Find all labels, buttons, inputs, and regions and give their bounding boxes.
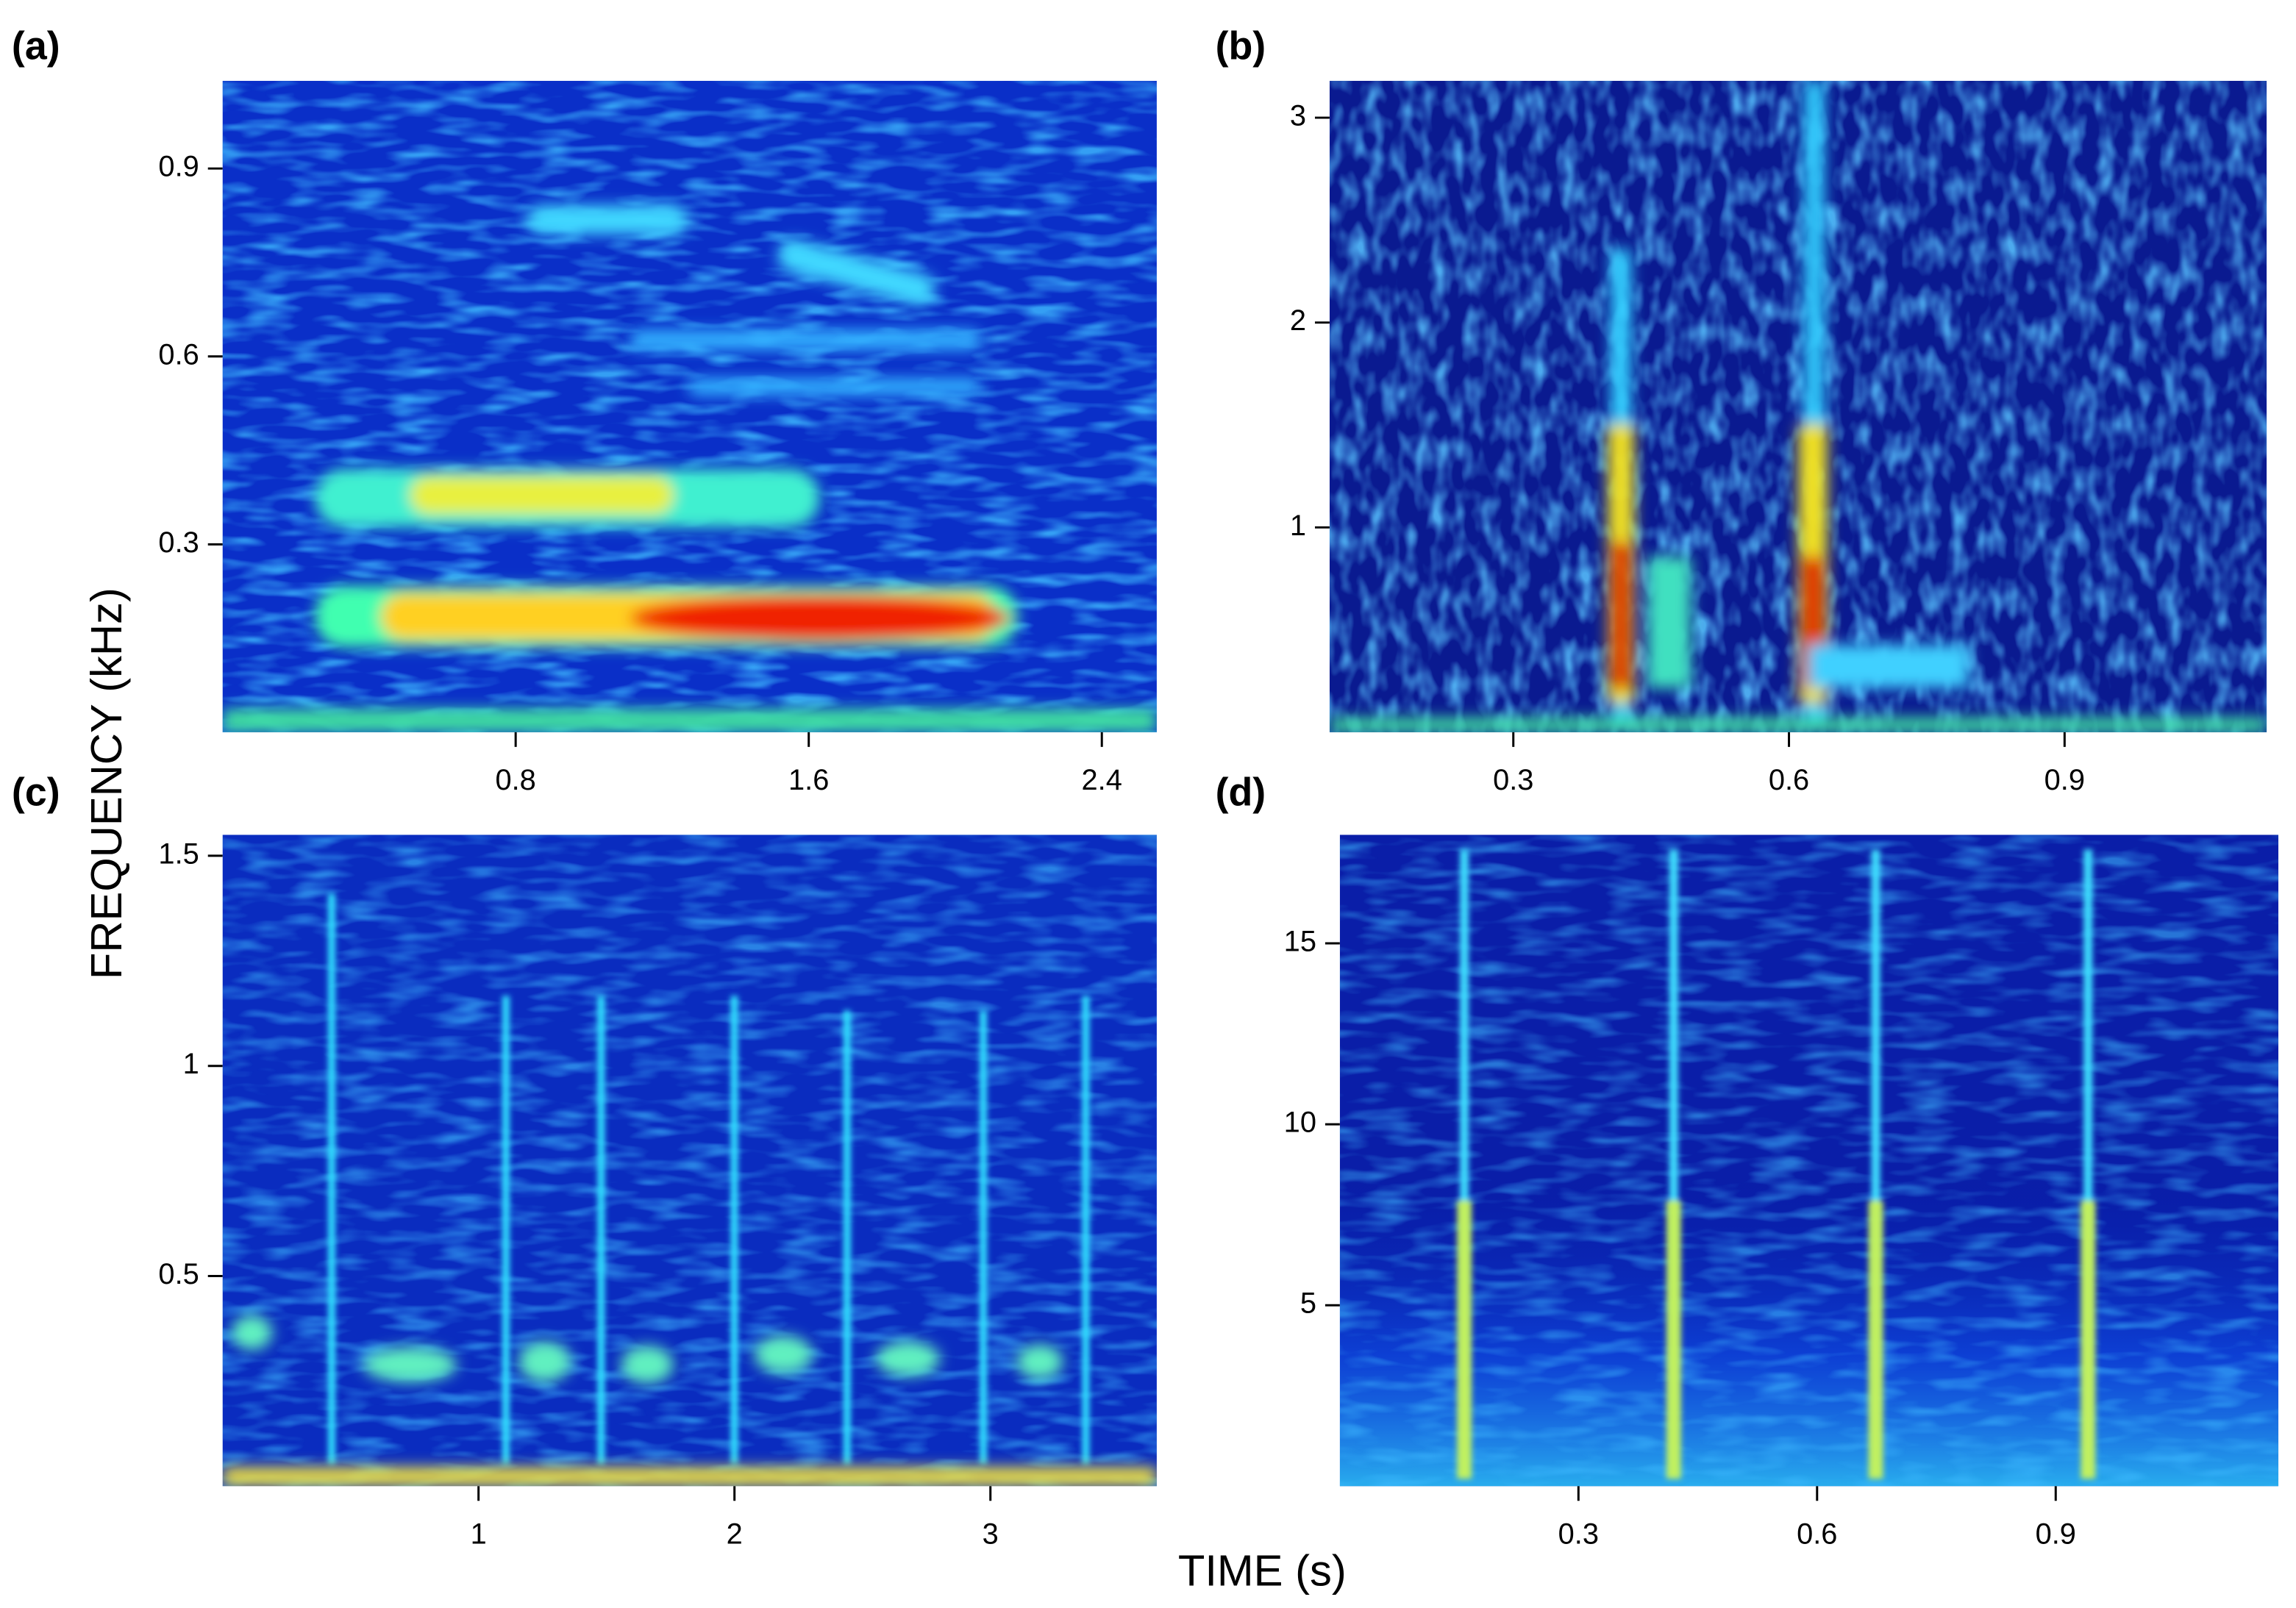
spectrogram-a [222,80,1157,732]
y-tick-label: 3 [1290,100,1306,132]
x-tick-label: 1.6 [788,764,829,796]
x-tick-label: 1 [471,1518,487,1551]
panel-label: (b) [1216,24,1266,68]
x-tick-label: 0.9 [2044,764,2085,796]
x-tick-label: 0.8 [495,764,535,796]
y-tick-label: 5 [1300,1287,1316,1320]
x-tick-label: 0.6 [1797,1518,1837,1551]
panel-label: (a) [12,24,60,68]
panel-label: (d) [1216,771,1266,815]
y-tick-label: 0.6 [158,338,199,371]
y-tick-label: 0.5 [158,1258,199,1290]
y-tick-label: 2 [1290,304,1306,337]
spectrogram-d [1339,835,2279,1487]
x-tick-label: 2.4 [1082,764,1122,796]
y-tick-label: 0.3 [158,526,199,559]
y-tick-label: 1 [183,1048,199,1080]
x-tick-label: 0.3 [1558,1518,1599,1551]
x-axis-label: TIME (s) [1178,1546,1347,1596]
y-tick-label: 1 [1290,510,1306,542]
x-tick-label: 2 [727,1518,743,1551]
spectrogram-c [222,835,1157,1487]
x-tick-label: 3 [983,1518,999,1551]
y-tick-label: 0.9 [158,151,199,183]
x-tick-label: 0.6 [1769,764,1809,796]
x-tick-label: 0.3 [1493,764,1533,796]
y-tick-label: 15 [1284,925,1316,957]
spectrogram-b [1329,80,2267,732]
y-axis-label: FREQUENCY (kHz) [82,587,131,979]
y-tick-label: 1.5 [158,837,199,870]
panel-label: (c) [12,771,60,815]
x-tick-label: 0.9 [2036,1518,2076,1551]
y-tick-label: 10 [1284,1107,1316,1139]
